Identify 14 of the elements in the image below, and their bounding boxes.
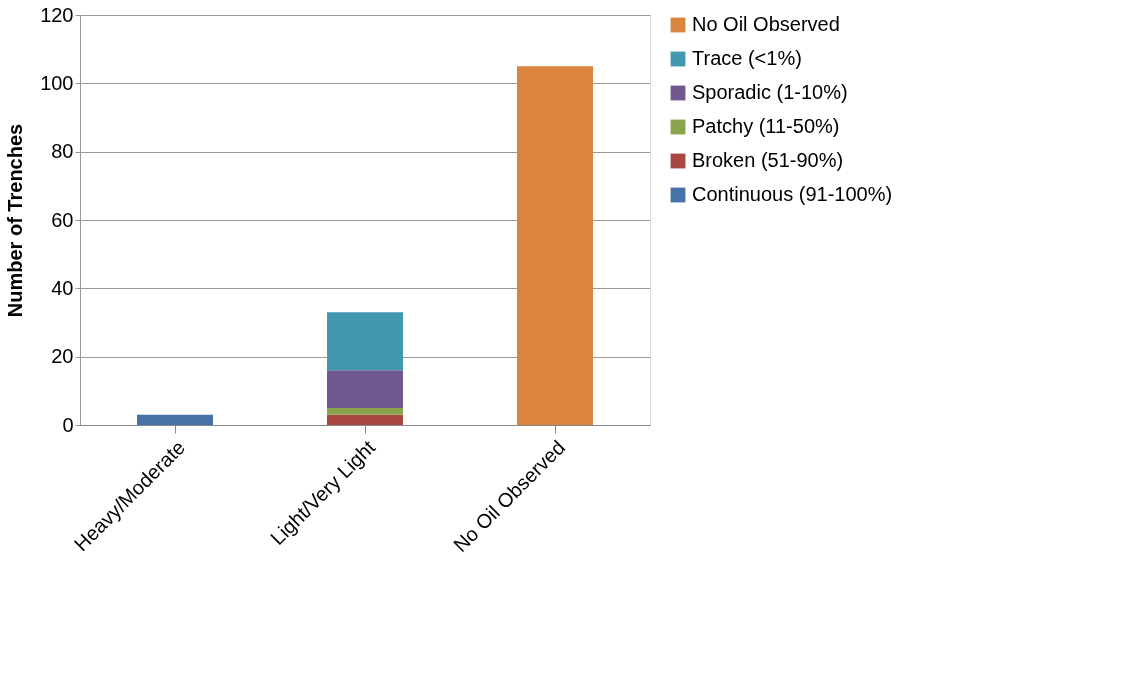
y-tick-label: 100 — [40, 71, 74, 94]
y-tick-label: 0 — [62, 413, 74, 436]
legend-label: No Oil Observed — [692, 13, 840, 35]
legend-label: Continuous (91-100%) — [692, 183, 893, 205]
y-axis-title: Number of Trenches — [4, 123, 27, 318]
y-tick-label: 120 — [40, 3, 74, 26]
y-tick-label: 20 — [51, 345, 74, 368]
legend-label: Sporadic (1-10%) — [692, 81, 848, 103]
legend-label: Patchy (11-50%) — [692, 115, 840, 137]
y-tick-label: 80 — [51, 140, 74, 163]
legend-label: Broken (51-90%) — [692, 149, 844, 171]
y-tick-label: 60 — [51, 208, 74, 231]
legend-label: Trace (<1%) — [692, 47, 802, 69]
y-tick-label: 40 — [51, 276, 74, 299]
